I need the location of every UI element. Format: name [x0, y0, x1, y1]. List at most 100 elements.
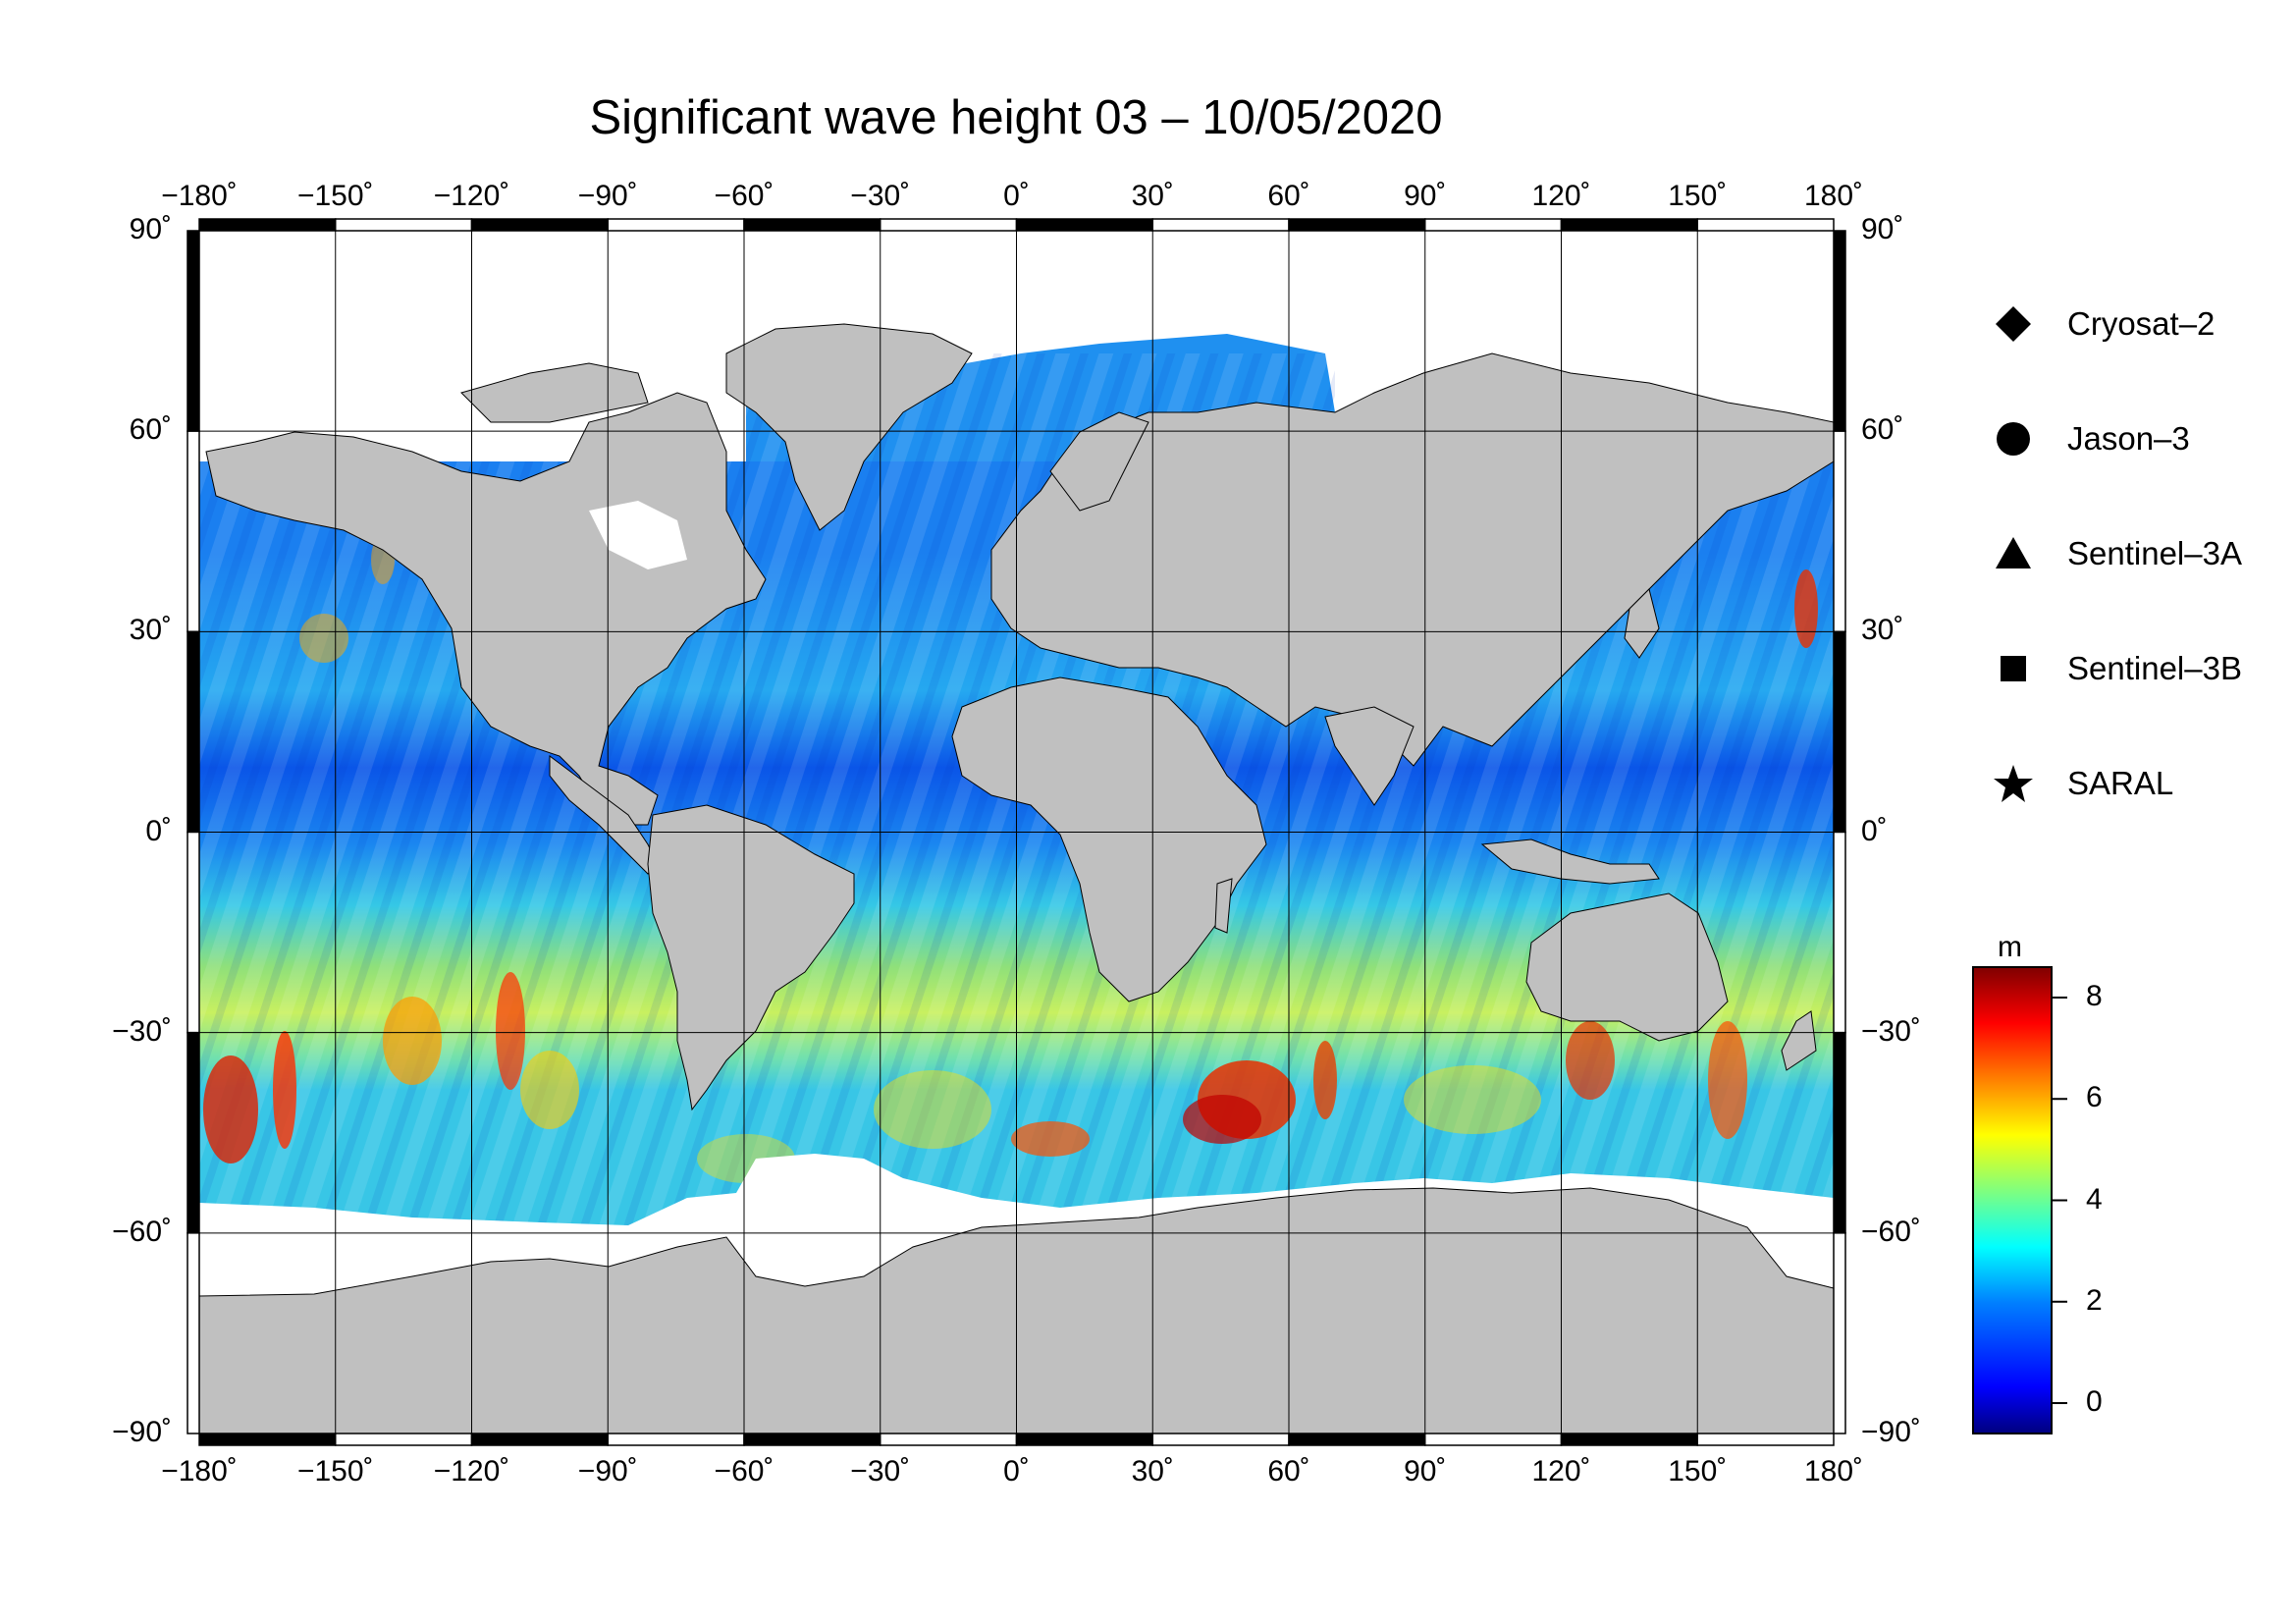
- eurasia: [990, 352, 1835, 767]
- frame-bar-right: [1833, 630, 1846, 834]
- right-lat-label: −30˚: [1861, 1014, 1921, 1048]
- frame-bar-bottom: [880, 1433, 1018, 1446]
- frame-bar-left: [187, 230, 200, 432]
- frame-bar-left: [187, 430, 200, 633]
- frame-bar-top: [1151, 218, 1290, 232]
- greenland: [725, 323, 973, 531]
- top-lon-label: −30˚: [850, 180, 911, 212]
- colorbar-tick-label: 0: [2086, 1385, 2103, 1419]
- frame-bar-bottom: [1015, 1433, 1153, 1446]
- left-lat-label: −60˚: [112, 1215, 172, 1248]
- frame-bar-top: [1015, 218, 1153, 232]
- central-america: [549, 755, 659, 875]
- australia: [1525, 893, 1729, 1042]
- frame-bar-top: [1424, 218, 1563, 232]
- frame-bar-bottom: [1151, 1433, 1290, 1446]
- diamond-icon: [1996, 306, 2031, 342]
- left-lat-label: 90˚: [129, 213, 172, 245]
- legend-label: SARAL: [2067, 765, 2174, 801]
- top-lon-label: −180˚: [161, 180, 238, 212]
- frame-bar-top: [880, 218, 1018, 232]
- top-lon-label: −90˚: [577, 180, 638, 212]
- top-lon-label: 90˚: [1404, 180, 1447, 212]
- triangle-icon: [1996, 537, 2031, 568]
- square-icon: [2001, 656, 2026, 681]
- bottom-lon-label: −150˚: [296, 1455, 374, 1488]
- bottom-lon-label: −120˚: [433, 1455, 510, 1488]
- legend-item-sentinel-3b: Sentinel–3B: [1993, 639, 2242, 698]
- frame-bar-top: [743, 218, 881, 232]
- right-lat-label: 90˚: [1861, 213, 1904, 245]
- frame-bar-top: [607, 218, 745, 232]
- top-lon-label: 180˚: [1803, 180, 1864, 212]
- frame-bar-right: [1833, 230, 1846, 432]
- right-lat-label: −90˚: [1861, 1416, 1921, 1448]
- top-lon-label: 30˚: [1131, 180, 1174, 212]
- top-lon-label: −120˚: [433, 180, 510, 212]
- top-lon-label: −150˚: [296, 180, 374, 212]
- bottom-lon-label: 90˚: [1404, 1455, 1447, 1488]
- left-lat-label: −30˚: [112, 1014, 172, 1048]
- circle-icon: [1997, 422, 2030, 456]
- legend-item-saral: SARAL: [1993, 754, 2173, 813]
- colorbar-tick-label: 8: [2086, 979, 2103, 1012]
- right-lat-label: 60˚: [1861, 413, 1904, 447]
- bottom-lon-label: 180˚: [1803, 1455, 1864, 1488]
- frame-bar-bottom: [198, 1433, 337, 1446]
- south-america: [647, 804, 855, 1111]
- frame-bar-right: [1833, 430, 1846, 633]
- frame-bar-top: [470, 218, 609, 232]
- frame-bar-left: [187, 831, 200, 1034]
- frame-bar-bottom: [743, 1433, 881, 1446]
- legend-item-cryosat-2: Cryosat–2: [1993, 295, 2215, 353]
- bottom-lon-label: −180˚: [161, 1455, 238, 1488]
- top-lon-label: 120˚: [1531, 180, 1591, 212]
- colorbar: [1972, 966, 2067, 1434]
- legend-label: Jason–3: [2067, 420, 2190, 457]
- legend-label: Cryosat–2: [2067, 305, 2216, 342]
- frame-bar-bottom: [607, 1433, 745, 1446]
- frame-bar-bottom: [470, 1433, 609, 1446]
- new-zealand: [1781, 1010, 1817, 1071]
- right-lat-label: 0˚: [1861, 814, 1888, 847]
- left-lat-label: 30˚: [129, 614, 172, 647]
- scandinavia: [1049, 411, 1149, 512]
- top-lon-label: 0˚: [1003, 180, 1030, 212]
- bottom-lon-label: 30˚: [1131, 1455, 1174, 1488]
- map-frame: [187, 218, 1846, 1446]
- hudson-bay: [589, 501, 687, 569]
- bottom-lon-label: 150˚: [1668, 1455, 1728, 1488]
- left-lat-label: 60˚: [129, 413, 172, 447]
- star-icon: [1994, 765, 2033, 802]
- frame-bar-bottom: [335, 1433, 473, 1446]
- colorbar-unit: m: [1998, 931, 2022, 963]
- frame-bar-bottom: [1696, 1433, 1835, 1446]
- bottom-lon-label: 60˚: [1267, 1455, 1310, 1488]
- top-lon-label: 60˚: [1267, 180, 1310, 212]
- madagascar: [1214, 878, 1233, 934]
- bottom-lon-label: 0˚: [1003, 1455, 1030, 1488]
- frame-bar-left: [187, 630, 200, 834]
- legend-item-sentinel-3a: Sentinel–3A: [1993, 524, 2242, 583]
- bottom-lon-label: −90˚: [577, 1455, 638, 1488]
- left-lat-label: 0˚: [145, 814, 172, 847]
- legend-label: Sentinel–3A: [2067, 535, 2242, 571]
- canadian-arctic: [460, 362, 649, 423]
- frame-bar-bottom: [1560, 1433, 1698, 1446]
- frame-bar-right: [1833, 1232, 1846, 1434]
- bottom-lon-label: −30˚: [850, 1455, 911, 1488]
- top-lon-label: −60˚: [714, 180, 774, 212]
- frame-bar-top: [1560, 218, 1698, 232]
- top-lon-label: 150˚: [1668, 180, 1728, 212]
- india: [1324, 706, 1415, 806]
- japan: [1624, 588, 1660, 659]
- right-lat-label: 30˚: [1861, 614, 1904, 647]
- right-lat-label: −60˚: [1861, 1215, 1921, 1248]
- map-title: Significant wave height 03 – 10/05/2020: [589, 91, 1443, 144]
- africa: [951, 676, 1267, 1002]
- frame-bar-top: [335, 218, 473, 232]
- frame-bar-left: [187, 1232, 200, 1434]
- legend-item-jason-3: Jason–3: [1993, 409, 2190, 468]
- indonesia: [1480, 839, 1660, 885]
